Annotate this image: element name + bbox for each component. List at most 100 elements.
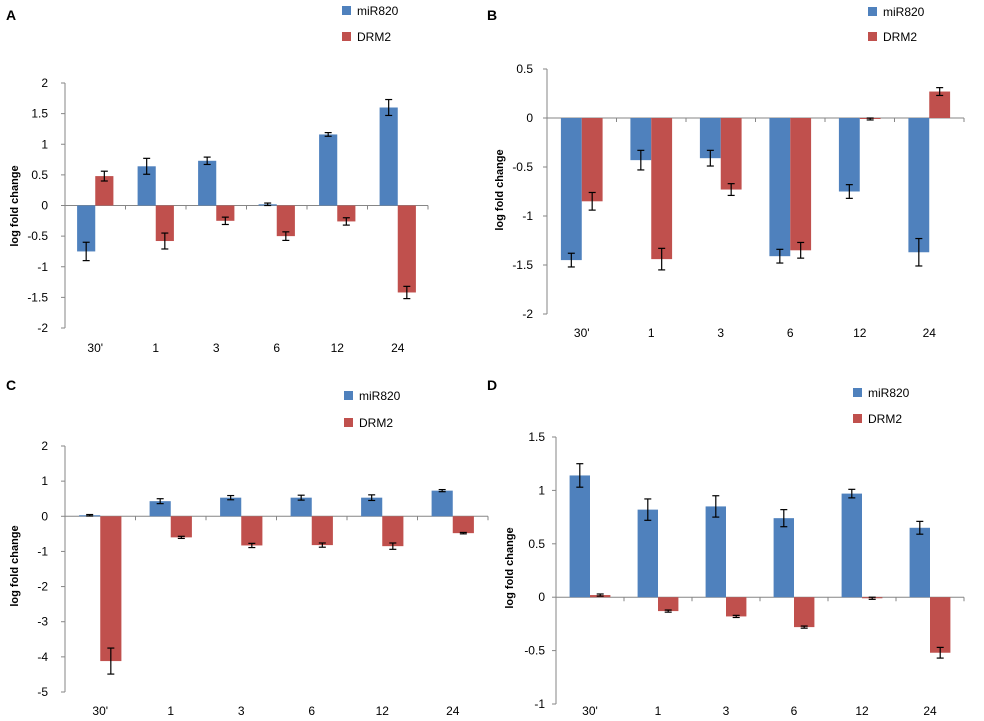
bar-mir820	[838, 118, 860, 192]
plot-area: -2 -1.5 -1 -0.5 0 0.5 1 1.5 2 30' 1 3 6 12 24	[27, 76, 429, 355]
x-tick-label: 30'	[582, 704, 598, 718]
legend-swatch-mir820	[868, 7, 877, 16]
x-tick-label: 24	[923, 326, 937, 340]
bar-mir820	[699, 118, 721, 159]
bar-mir820	[220, 497, 242, 517]
y-tick-label: -5	[37, 685, 48, 699]
panel-b: B miR820 DRM2 log fold change -2 -1.5 -1 -0…	[487, 5, 965, 340]
y-tick-label: 0.5	[516, 62, 533, 76]
bar-drm2	[658, 597, 679, 612]
y-tick-label: 2	[41, 76, 48, 90]
bar-mir820	[637, 509, 658, 598]
legend-label-drm2: DRM2	[357, 30, 391, 44]
y-tick-label: -0.5	[27, 229, 48, 243]
legend-label-mir820: miR820	[883, 5, 925, 19]
y-tick-label: 0	[538, 590, 545, 604]
x-tick-label: 12	[376, 704, 390, 718]
y-tick-label: 0	[41, 199, 48, 213]
bar-mir820	[290, 497, 312, 517]
legend-label-drm2: DRM2	[359, 416, 393, 430]
y-tick-label: -0.5	[512, 160, 533, 174]
y-tick-label: -4	[37, 650, 48, 664]
y-axis-label: log fold change	[9, 525, 21, 606]
x-tick-label: 3	[238, 704, 245, 718]
y-tick-label: 1	[41, 474, 48, 488]
y-tick-label: -0.5	[524, 644, 545, 658]
y-tick-label: 0	[41, 509, 48, 523]
legend-swatch-mir820	[853, 388, 862, 397]
y-tick-label: 1	[41, 137, 48, 151]
legend-swatch-drm2	[342, 32, 351, 41]
x-tick-label: 6	[273, 341, 280, 355]
y-tick-label: 1.5	[31, 107, 48, 121]
y-tick-label: -1.5	[512, 258, 533, 272]
bar-drm2	[170, 516, 192, 538]
x-tick-label: 3	[213, 341, 220, 355]
y-tick-label: -1.5	[27, 290, 48, 304]
bar-drm2	[311, 516, 333, 546]
y-tick-label: 0	[526, 111, 533, 125]
bar-drm2	[720, 118, 742, 190]
bar-drm2	[929, 91, 951, 118]
panel-c: C miR820 DRM2 log fold change -5 -4 -3 -2 -1…	[6, 377, 489, 718]
x-tick-label: 12	[331, 341, 345, 355]
bar-mir820	[198, 160, 217, 206]
bar-mir820	[841, 493, 862, 598]
bar-mir820	[908, 118, 930, 253]
bar-drm2	[100, 516, 122, 662]
bar-drm2	[276, 205, 295, 237]
y-tick-label: -1	[534, 697, 545, 711]
x-tick-label: 6	[308, 704, 315, 718]
y-tick-label: -1	[37, 260, 48, 274]
bar-drm2	[397, 205, 416, 293]
y-tick-label: 0.5	[528, 537, 545, 551]
x-tick-label: 24	[446, 704, 460, 718]
panel-letter: A	[6, 7, 16, 23]
x-tick-label: 1	[152, 341, 159, 355]
panel-letter: D	[487, 377, 497, 393]
bar-drm2	[930, 597, 951, 653]
plot-area: -1 -0.5 0 0.5 1 1.5 30' 1 3 6 12 24	[524, 430, 965, 718]
plot-area: -2 -1.5 -1 -0.5 0 0.5 30' 1 3 6 12 24	[512, 62, 965, 340]
bar-drm2	[382, 516, 404, 547]
bar-drm2	[241, 516, 263, 546]
bar-drm2	[337, 205, 356, 222]
bar-drm2	[155, 205, 174, 242]
bar-drm2	[790, 118, 812, 251]
x-tick-label: 3	[723, 704, 730, 718]
legend-swatch-drm2	[868, 32, 877, 41]
bar-mir820	[560, 118, 582, 261]
x-tick-label: 6	[791, 704, 798, 718]
x-tick-label: 1	[648, 326, 655, 340]
legend-swatch-mir820	[342, 6, 351, 15]
panel-letter: C	[6, 377, 16, 393]
x-tick-label: 30'	[87, 341, 103, 355]
x-tick-label: 30'	[92, 704, 108, 718]
panel-d: D miR820 DRM2 log fold change -1 -0.5 0 0.5…	[487, 377, 965, 718]
bar-mir820	[773, 518, 794, 598]
bar-drm2	[95, 176, 114, 206]
y-tick-label: -3	[37, 615, 48, 629]
bar-mir820	[361, 497, 383, 517]
x-tick-label: 3	[717, 326, 724, 340]
bar-drm2	[452, 516, 474, 534]
legend-label-mir820: miR820	[359, 389, 401, 403]
bar-mir820	[705, 506, 726, 598]
panel-a: A miR820 DRM2 log fold change -2 -1.5 -1 -0…	[6, 4, 429, 355]
x-tick-label: 12	[853, 326, 867, 340]
bar-drm2	[794, 597, 815, 628]
legend-label-drm2: DRM2	[883, 30, 917, 44]
y-tick-label: -2	[522, 307, 533, 321]
bar-mir820	[909, 527, 930, 598]
x-tick-label: 1	[655, 704, 662, 718]
bar-mir820	[319, 134, 338, 206]
y-tick-label: -1	[37, 544, 48, 558]
x-tick-label: 1	[167, 704, 174, 718]
y-axis-label: log fold change	[494, 149, 506, 230]
x-tick-label: 6	[787, 326, 794, 340]
y-tick-label: 1	[538, 483, 545, 497]
x-tick-label: 24	[391, 341, 405, 355]
y-tick-label: 0.5	[31, 168, 48, 182]
